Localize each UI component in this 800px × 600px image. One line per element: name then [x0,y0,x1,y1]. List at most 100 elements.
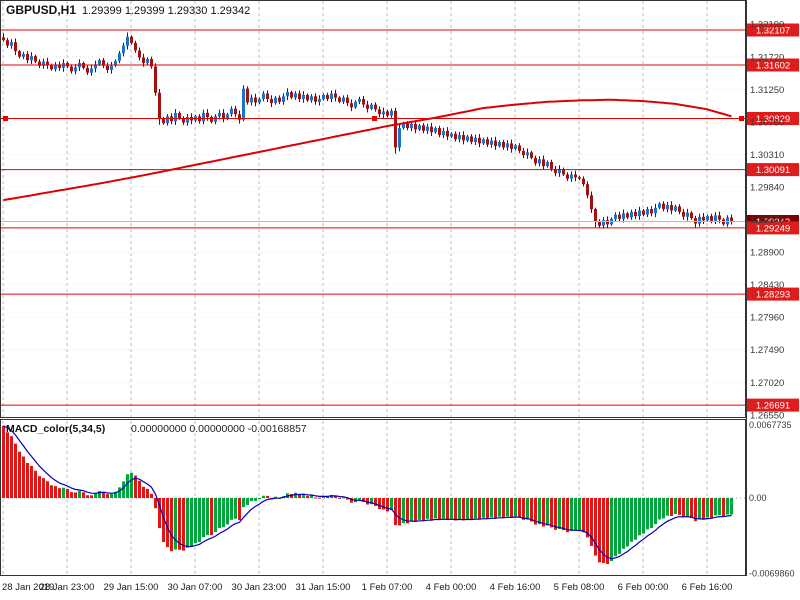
macd-histogram-bar [90,495,93,498]
horizontal-grid-layer [0,23,746,416]
macd-histogram-bar [10,436,13,498]
candle [382,111,385,115]
candle [554,169,557,174]
candle [34,56,37,62]
candle [726,217,729,225]
level-drag-handle[interactable] [3,116,8,121]
macd-indicator-label: MACD_color(5,34,5) [6,423,105,435]
candle [410,124,413,129]
candle [350,103,353,108]
macd-histogram-bar [394,498,397,526]
price-level-tag [747,163,799,177]
candle [338,97,341,102]
macd-histogram-bar [674,498,677,514]
candle [402,123,405,129]
macd-indicator-values: 0.00000000 0.00000000 -0.00168857 [131,423,307,435]
candle [130,36,133,43]
candle [354,101,357,108]
candle [478,137,481,144]
macd-histogram-bar [26,463,29,498]
macd-axis-tick: 0.0067735 [749,420,792,430]
macd-histogram-bar [306,495,309,498]
candle [562,169,565,175]
macd-histogram-bar [162,498,165,543]
macd-histogram-bar [266,495,269,498]
macd-histogram-bar [138,480,141,498]
candle [694,218,697,224]
macd-histogram-bar [546,498,549,526]
macd-histogram-bar [110,493,113,498]
candle [274,97,277,104]
ohlc-readout: 1.29399 1.29399 1.29330 1.29342 [82,5,250,17]
macd-histogram-bar [702,498,705,520]
candle [570,174,573,179]
candle [566,174,569,179]
macd-histogram-bar [146,488,149,498]
macd-histogram-bar [398,498,401,526]
price-axis-tick: 1.26550 [750,410,784,421]
candle [294,93,297,98]
candle [678,206,681,212]
candle [470,136,473,142]
moving-average-line[interactable] [3,98,732,202]
horizontal-level-lines[interactable] [0,29,746,406]
macd-histogram-bar [634,498,637,540]
macd-histogram-bar [382,498,385,510]
macd-histogram-bar [638,498,641,536]
candle [270,99,273,104]
macd-histogram-bar [626,498,629,547]
candle [370,104,373,109]
macd-histogram-bar [422,498,425,521]
candle [406,123,409,129]
time-axis-label: 28 Jan 23:00 [40,582,95,593]
time-axis-label: 28 Jan 2019 [2,582,54,593]
macd-histogram-bar [342,497,345,499]
macd-histogram-bar [154,498,157,509]
macd-histogram-bar [222,498,225,528]
macd-histogram-bar [226,498,229,525]
macd-histogram-bar [558,498,561,529]
time-axis-label: 4 Feb 16:00 [490,582,541,593]
candle [314,96,317,102]
macd-histogram-bar [46,481,49,498]
candle [598,221,601,226]
candle [46,61,49,66]
level-drag-handle[interactable] [739,116,744,121]
candle [310,96,313,101]
candle [346,97,349,104]
price-axis-tick: 1.31250 [750,85,784,96]
candle [330,93,333,99]
macd-histogram-bar [726,498,729,515]
moving-average-path[interactable] [3,98,732,202]
macd-histogram-bar [478,498,481,520]
candle [98,60,101,65]
candle [226,114,229,119]
macd-histogram-bar [102,491,105,498]
macd-histogram-bar [494,498,497,519]
price-axis-tick: 1.32190 [750,20,784,31]
candle [550,162,553,169]
macd-histogram-bar [690,498,693,519]
macd-histogram-bar [466,498,469,519]
macd-histogram-bar [210,498,213,536]
macd-histogram-bar [706,498,709,518]
price-level-tag-label: 1.32107 [756,26,790,37]
candle [426,126,429,131]
macd-histogram-bar [54,486,57,498]
macd-histogram-bar [262,495,265,498]
candle [534,157,537,164]
candle [54,64,57,70]
macd-histogram-bar [506,498,509,517]
macd-histogram-bar [538,498,541,525]
candle [70,66,73,72]
price-axis[interactable]: 1.32107 1.31602 1.30829 1.30091 1.29249 1.282… [747,20,799,579]
candle [234,108,237,115]
price-axis-tick: 1.28430 [750,280,784,291]
level-drag-handle[interactable] [372,116,377,121]
macd-histogram-bar [614,498,617,557]
macd-histogram-bar [598,498,601,563]
candle [718,215,721,220]
candle [606,220,609,225]
